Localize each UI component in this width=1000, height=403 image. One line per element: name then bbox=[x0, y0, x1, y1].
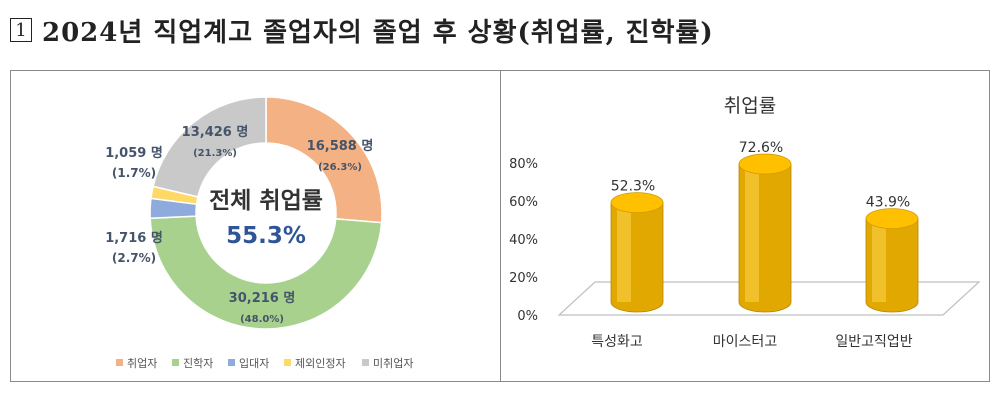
bar-value-label: 52.3% bbox=[611, 179, 655, 195]
legend-swatch-입대자 bbox=[228, 359, 235, 366]
legend-label-미취업자: 미취업자 bbox=[373, 357, 413, 370]
legend-swatch-진학자 bbox=[172, 359, 179, 366]
page-title-text: 2024년 직업계고 졸업자의 졸업 후 상황(취업률, 진학률) bbox=[42, 17, 714, 48]
x-tick-label: 마이스터고 bbox=[713, 334, 778, 350]
donut-center-label: 전체 취업률 bbox=[209, 188, 323, 214]
y-tick-label: 20% bbox=[509, 271, 538, 286]
bar-마이스터고 bbox=[738, 153, 792, 313]
bar-value-label: 43.9% bbox=[866, 195, 910, 211]
y-tick-label: 0% bbox=[517, 309, 538, 324]
y-tick-label: 80% bbox=[509, 157, 538, 172]
bar-특성화고 bbox=[610, 192, 664, 313]
donut-pct-label: (1.7%) bbox=[112, 166, 156, 180]
donut-value-label: 13,426 명 bbox=[182, 124, 249, 140]
donut-pct-label: (48.0%) bbox=[240, 314, 284, 325]
legend-swatch-제외인정자 bbox=[284, 359, 291, 366]
x-tick-label: 특성화고 bbox=[591, 334, 643, 350]
section-number: 1 bbox=[10, 18, 32, 42]
legend-label-입대자: 입대자 bbox=[239, 357, 269, 370]
legend-label-취업자: 취업자 bbox=[127, 357, 157, 370]
bar-value-label: 72.6% bbox=[739, 140, 783, 156]
donut-pct-label: (21.3%) bbox=[193, 148, 237, 159]
chart-divider bbox=[500, 70, 501, 382]
page-title: 1 2024년 직업계고 졸업자의 졸업 후 상황(취업률, 진학률) bbox=[10, 10, 714, 50]
donut-chart: 16,588 명 (26.3%) 30,216 명 (48.0%) 1,716 명 (2.… bbox=[105, 96, 413, 370]
y-tick-label: 40% bbox=[509, 233, 538, 248]
donut-pct-label: (2.7%) bbox=[112, 251, 156, 265]
donut-value-label: 1,059 명 bbox=[105, 145, 163, 161]
legend-label-제외인정자: 제외인정자 bbox=[295, 357, 346, 370]
donut-value-label: 16,588 명 bbox=[307, 138, 374, 154]
donut-slice-취업자 bbox=[265, 96, 383, 224]
donut-center-value: 55.3% bbox=[226, 223, 306, 249]
donut-slice-진학자 bbox=[149, 215, 383, 330]
donut-slice-미취업자 bbox=[152, 96, 267, 198]
x-tick-label: 일반고직업반 bbox=[835, 334, 912, 350]
y-tick-label: 60% bbox=[509, 195, 538, 210]
bar-chart-title: 취업률 bbox=[724, 95, 776, 117]
donut-value-label: 1,716 명 bbox=[105, 230, 163, 246]
chart-floor bbox=[557, 281, 981, 316]
donut-value-label: 30,216 명 bbox=[229, 290, 296, 306]
legend-swatch-취업자 bbox=[116, 359, 123, 366]
bar-일반고직업반 bbox=[865, 208, 919, 313]
legend-swatch-미취업자 bbox=[362, 359, 369, 366]
donut-pct-label: (26.3%) bbox=[318, 162, 362, 173]
legend-label-진학자: 진학자 bbox=[183, 357, 213, 370]
